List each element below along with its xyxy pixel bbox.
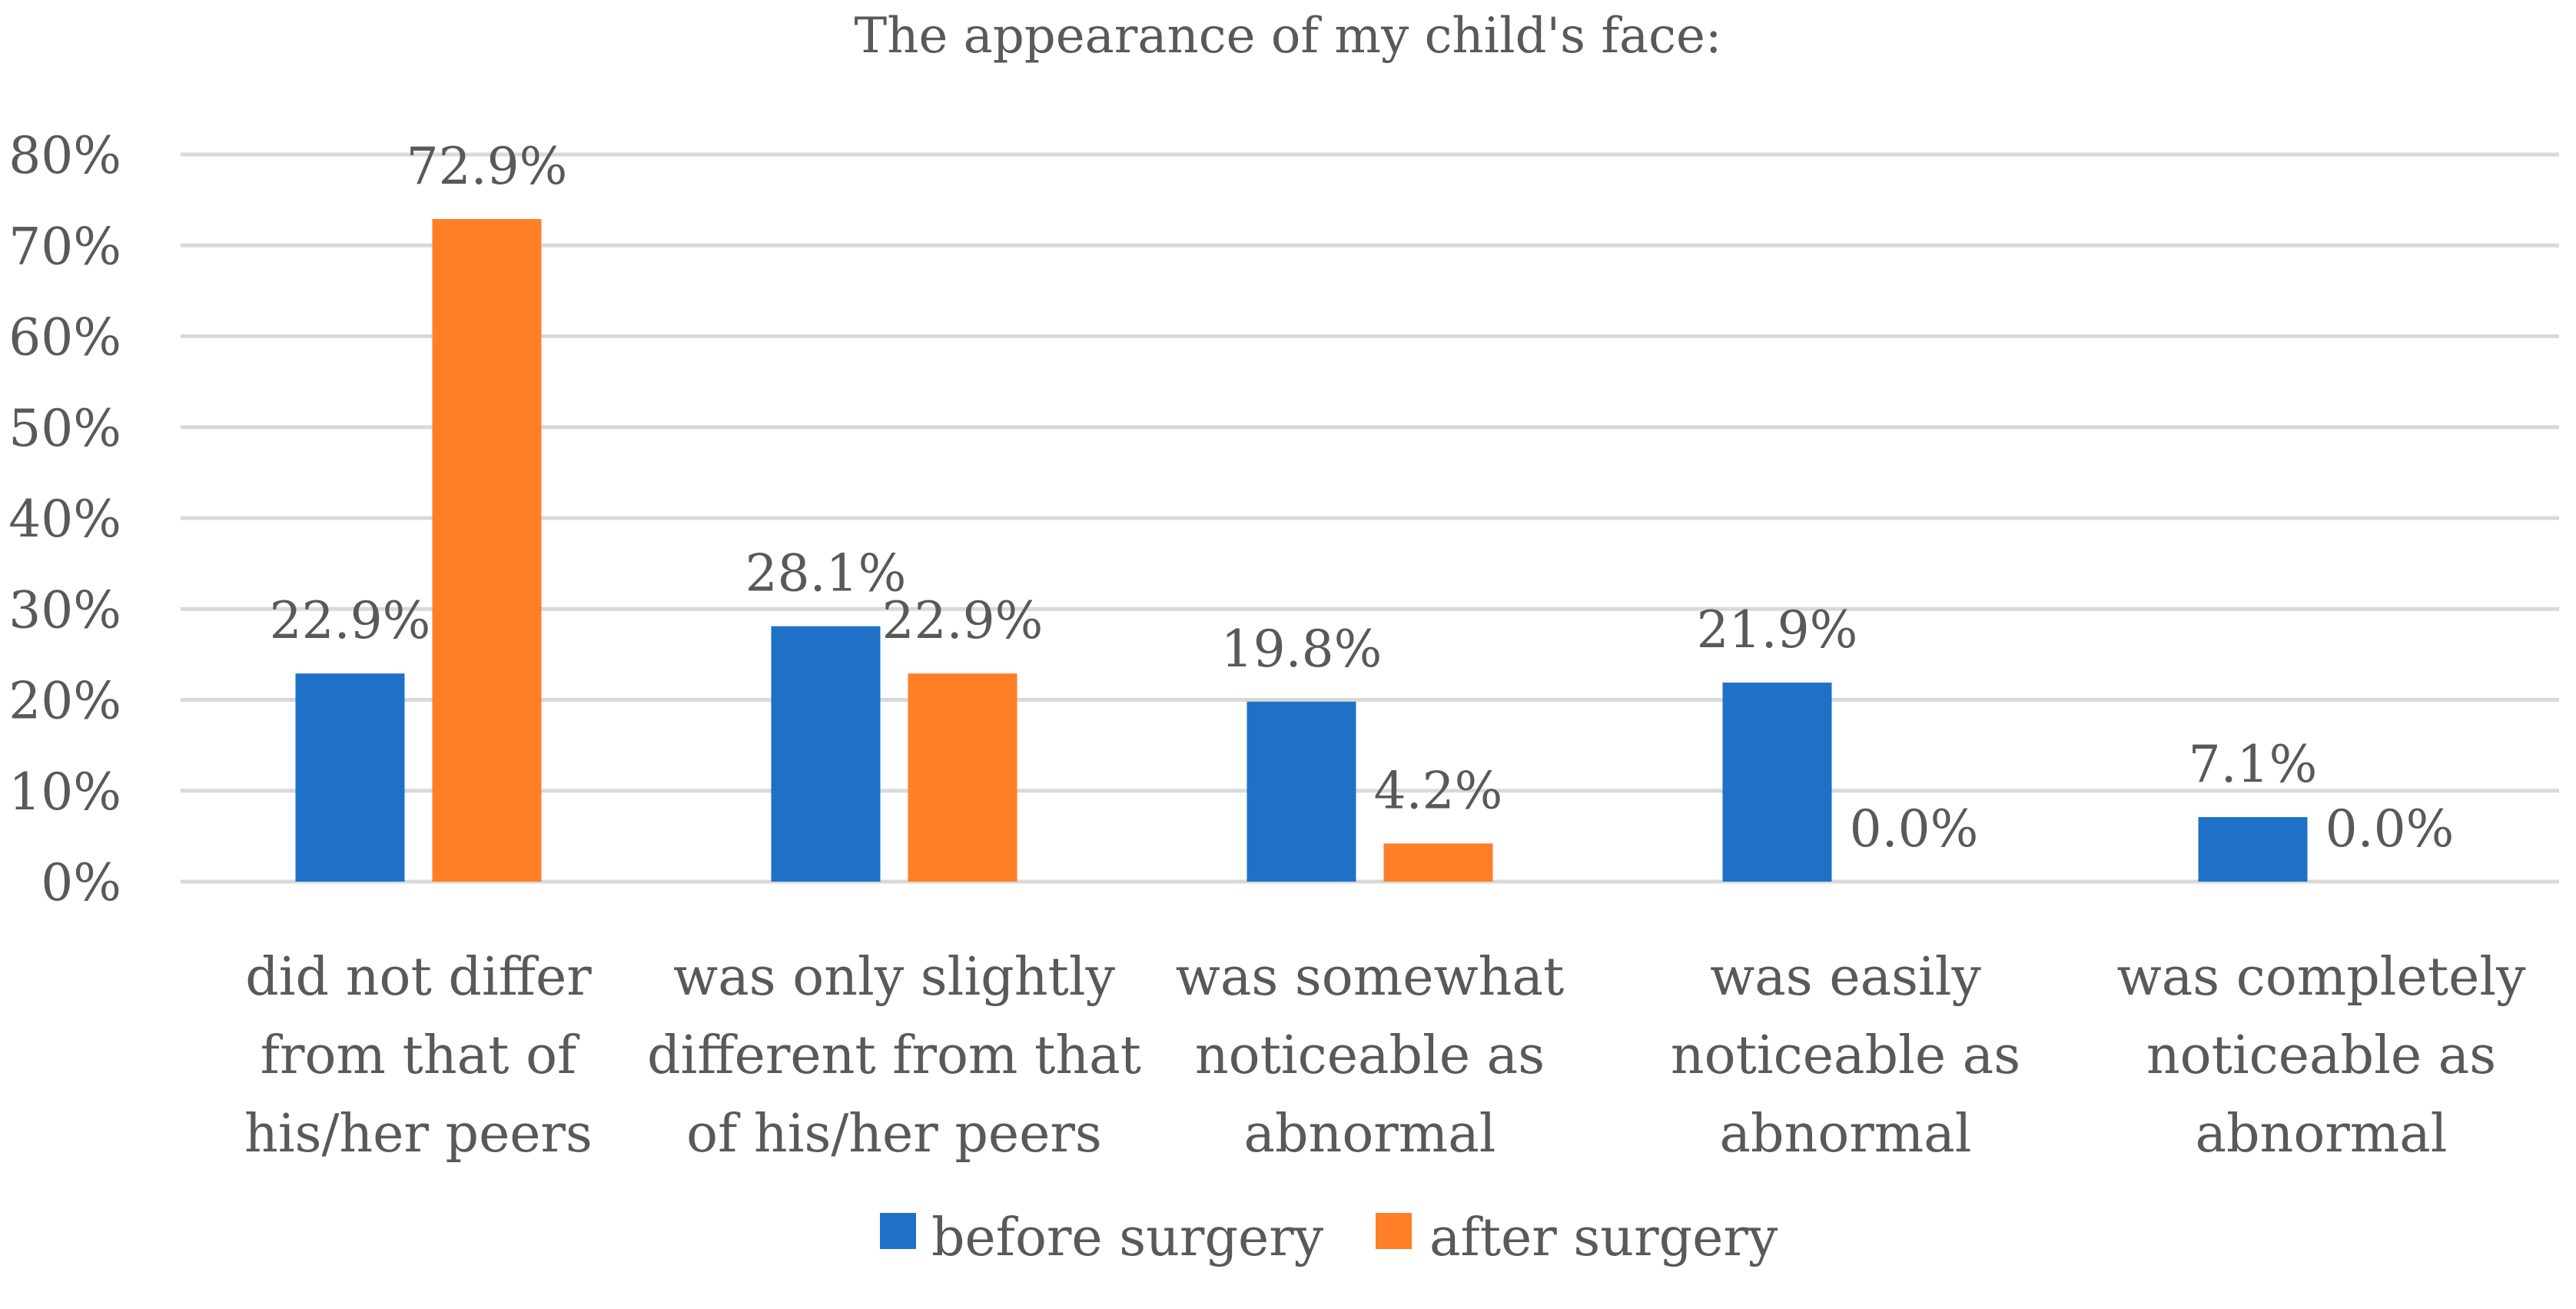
chart-title: The appearance of my child's face: bbox=[855, 8, 1722, 65]
data-label: 21.9% bbox=[1697, 600, 1858, 659]
gridlines bbox=[181, 152, 2559, 884]
bar-before-surgery bbox=[1722, 683, 1832, 882]
data-labels: 22.9%72.9%28.1%22.9% 19.8%4.2%21.9%0.0%7.… bbox=[270, 137, 2455, 859]
category-label: did not differ from that of his/her peers bbox=[244, 947, 593, 1164]
y-tick-label: 80% bbox=[8, 126, 121, 185]
data-label: 22.9% bbox=[882, 591, 1044, 650]
y-tick-label: 60% bbox=[8, 308, 121, 367]
bar-after-surgery bbox=[1383, 843, 1493, 882]
y-tick-label: 10% bbox=[8, 762, 121, 822]
category-labels: did not differ from that of his/her peersw… bbox=[244, 947, 2526, 1164]
data-label: 19.8% bbox=[1221, 620, 1383, 679]
y-tick-label: 50% bbox=[8, 399, 121, 458]
bar-before-surgery bbox=[771, 626, 881, 882]
bar-after-surgery bbox=[432, 218, 542, 882]
data-label: 7.1% bbox=[2189, 735, 2318, 794]
data-label: 4.2% bbox=[1374, 761, 1503, 820]
bar-before-surgery bbox=[2198, 817, 2308, 882]
data-label: 0.0% bbox=[2325, 799, 2455, 859]
y-tick-label: 40% bbox=[8, 490, 121, 549]
y-tick-label: 0% bbox=[41, 853, 121, 912]
bar-after-surgery bbox=[908, 673, 1017, 882]
category-label: was easily noticeable as abnormal bbox=[1671, 947, 2020, 1164]
category-label: was only slightly different from that of h… bbox=[647, 947, 1141, 1164]
legend-swatch bbox=[880, 1213, 916, 1249]
data-label: 0.0% bbox=[1850, 799, 1979, 859]
bar-before-surgery bbox=[1247, 701, 1356, 882]
category-label: was completely noticeable as abnormal bbox=[2116, 947, 2526, 1164]
data-label: 72.9% bbox=[407, 137, 568, 196]
legend: before surgery after surgery bbox=[880, 1208, 1778, 1268]
bars bbox=[295, 218, 2308, 882]
bar-before-surgery bbox=[295, 673, 405, 882]
data-label: 28.1% bbox=[745, 544, 907, 603]
legend-label: before surgery bbox=[931, 1208, 1324, 1268]
y-tick-label: 20% bbox=[8, 672, 121, 731]
legend-swatch bbox=[1376, 1213, 1412, 1249]
legend-label: after surgery bbox=[1429, 1208, 1778, 1268]
y-tick-label: 70% bbox=[8, 217, 121, 276]
category-label: was somewhat noticeable as abnormal bbox=[1176, 947, 1565, 1164]
y-tick-label: 30% bbox=[8, 580, 121, 640]
y-axis-ticks: 0% 10% 20% 30% 40% 50% 60% 70% 80% bbox=[8, 126, 121, 912]
data-label: 22.9% bbox=[270, 591, 431, 650]
